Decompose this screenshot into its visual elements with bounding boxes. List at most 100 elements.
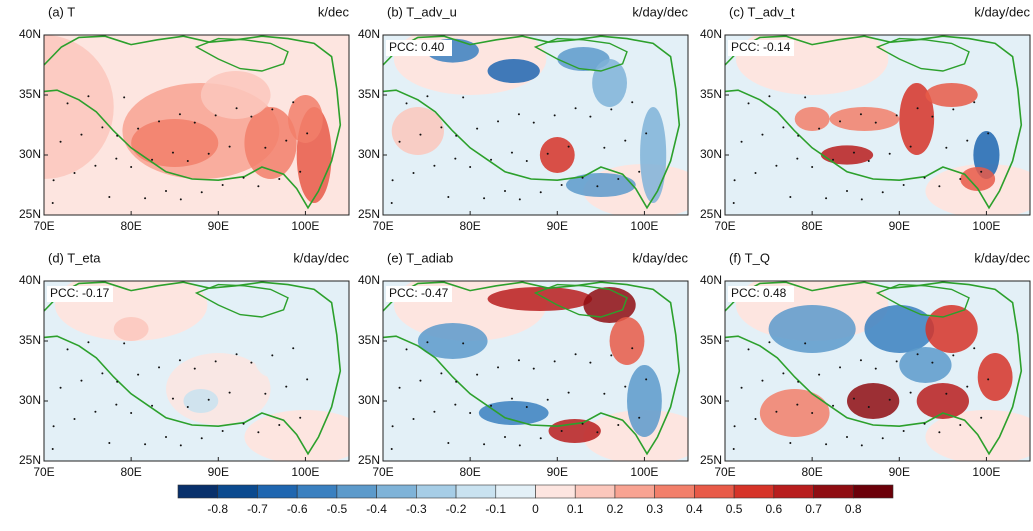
lat-tick-label: 35N — [19, 87, 41, 101]
significance-dot — [839, 120, 842, 123]
colorbar-label: -0.7 — [247, 502, 268, 516]
significance-dot — [589, 361, 592, 364]
significance-dot — [867, 406, 870, 408]
colorbar-label: 0 — [532, 502, 539, 516]
significance-dot — [768, 341, 771, 344]
plateau-boundary — [44, 35, 342, 210]
significance-dot — [560, 184, 563, 186]
significance-dot — [902, 430, 905, 432]
significance-dot — [108, 442, 111, 444]
significance-dot — [902, 184, 905, 186]
significance-dot — [581, 176, 584, 179]
field-blob — [864, 305, 935, 353]
significance-dot — [391, 425, 394, 428]
significance-dot — [221, 430, 224, 432]
lat-tick-label: 35N — [358, 333, 380, 347]
significance-dot — [732, 202, 735, 204]
colorbar-label: 0.6 — [765, 502, 782, 516]
significance-dot — [645, 132, 648, 135]
significance-dot — [859, 359, 862, 362]
significance-dot — [761, 379, 764, 382]
colorbar-box — [217, 484, 258, 499]
lon-tick-label: 90E — [547, 219, 568, 233]
plateau-boundary — [44, 281, 342, 456]
field-blob — [244, 107, 297, 179]
panel-units: k/day/dec — [293, 250, 349, 265]
map-panel — [383, 35, 688, 215]
lat-tick-label: 40N — [700, 27, 722, 41]
significance-dot — [116, 380, 119, 383]
significance-dot — [440, 126, 443, 129]
colorbar-label: -0.5 — [327, 502, 348, 516]
significance-dot — [171, 397, 174, 400]
significance-dot — [306, 132, 309, 135]
pcc-label: PCC: 0.40 — [389, 40, 445, 54]
basin-boundary — [875, 37, 970, 72]
colorbar-box — [773, 484, 814, 499]
significance-dot — [200, 437, 203, 440]
significance-dot — [469, 166, 472, 168]
field-blob — [759, 389, 830, 437]
significance-dot — [257, 431, 260, 434]
significance-dot — [938, 431, 941, 434]
colorbar-box — [574, 484, 616, 499]
significance-dot — [546, 398, 549, 401]
significance-dot — [433, 410, 436, 413]
significance-dot — [740, 386, 743, 389]
significance-dot — [867, 160, 870, 162]
significance-dot — [966, 139, 969, 142]
colorbar-box — [733, 484, 775, 499]
panel-units: k/day/dec — [632, 4, 688, 19]
lat-tick-label: 35N — [700, 333, 722, 347]
field-blob — [899, 83, 935, 155]
significance-dot — [419, 379, 422, 382]
panel-title: (d) T_eta — [48, 250, 101, 265]
significance-dot — [945, 392, 948, 395]
significance-dot — [476, 373, 479, 376]
significance-dot — [560, 430, 563, 432]
map-frame — [724, 34, 1031, 216]
significance-dot — [242, 176, 245, 179]
lat-tick-label: 25N — [358, 453, 380, 467]
lon-tick-label: 100E — [291, 219, 319, 233]
significance-dot — [987, 132, 990, 135]
significance-dot — [645, 378, 648, 381]
lon-tick-label: 90E — [208, 219, 229, 233]
map-panel — [725, 35, 1030, 215]
significance-dot — [624, 139, 627, 142]
significance-dot — [405, 102, 408, 105]
significance-dot — [631, 347, 634, 350]
significance-dot — [390, 202, 393, 204]
significance-dot — [532, 367, 535, 370]
lon-tick-label: 70E — [372, 465, 393, 479]
significance-dot — [874, 121, 877, 124]
significance-dot — [250, 115, 253, 118]
significance-dot — [811, 412, 814, 414]
map-frame — [382, 34, 689, 216]
significance-dot — [553, 360, 556, 363]
lon-tick-label: 70E — [33, 465, 54, 479]
significance-dot — [200, 191, 203, 194]
significance-dot — [546, 152, 549, 155]
field-blob — [829, 107, 900, 131]
significance-dot — [271, 354, 274, 357]
field-blob — [960, 167, 996, 191]
significance-dot — [469, 412, 472, 414]
significance-dot — [973, 347, 976, 350]
significance-dot — [966, 385, 969, 388]
significance-dot — [130, 412, 133, 414]
significance-dot — [846, 190, 848, 192]
significance-dot — [433, 164, 436, 167]
colorbar-box — [416, 484, 457, 499]
significance-dot — [603, 392, 606, 395]
colorbar-label: 0.7 — [805, 502, 822, 516]
significance-dot — [186, 160, 189, 162]
colorbar-label: 0.4 — [686, 502, 703, 516]
lat-tick-label: 30N — [358, 147, 380, 161]
significance-dot — [412, 172, 415, 174]
colorbar-box — [495, 484, 536, 499]
colorbar-box — [177, 484, 219, 499]
field-blob — [925, 305, 978, 353]
basin-boundary — [533, 37, 628, 72]
colorbar-label: -0.4 — [366, 502, 387, 516]
